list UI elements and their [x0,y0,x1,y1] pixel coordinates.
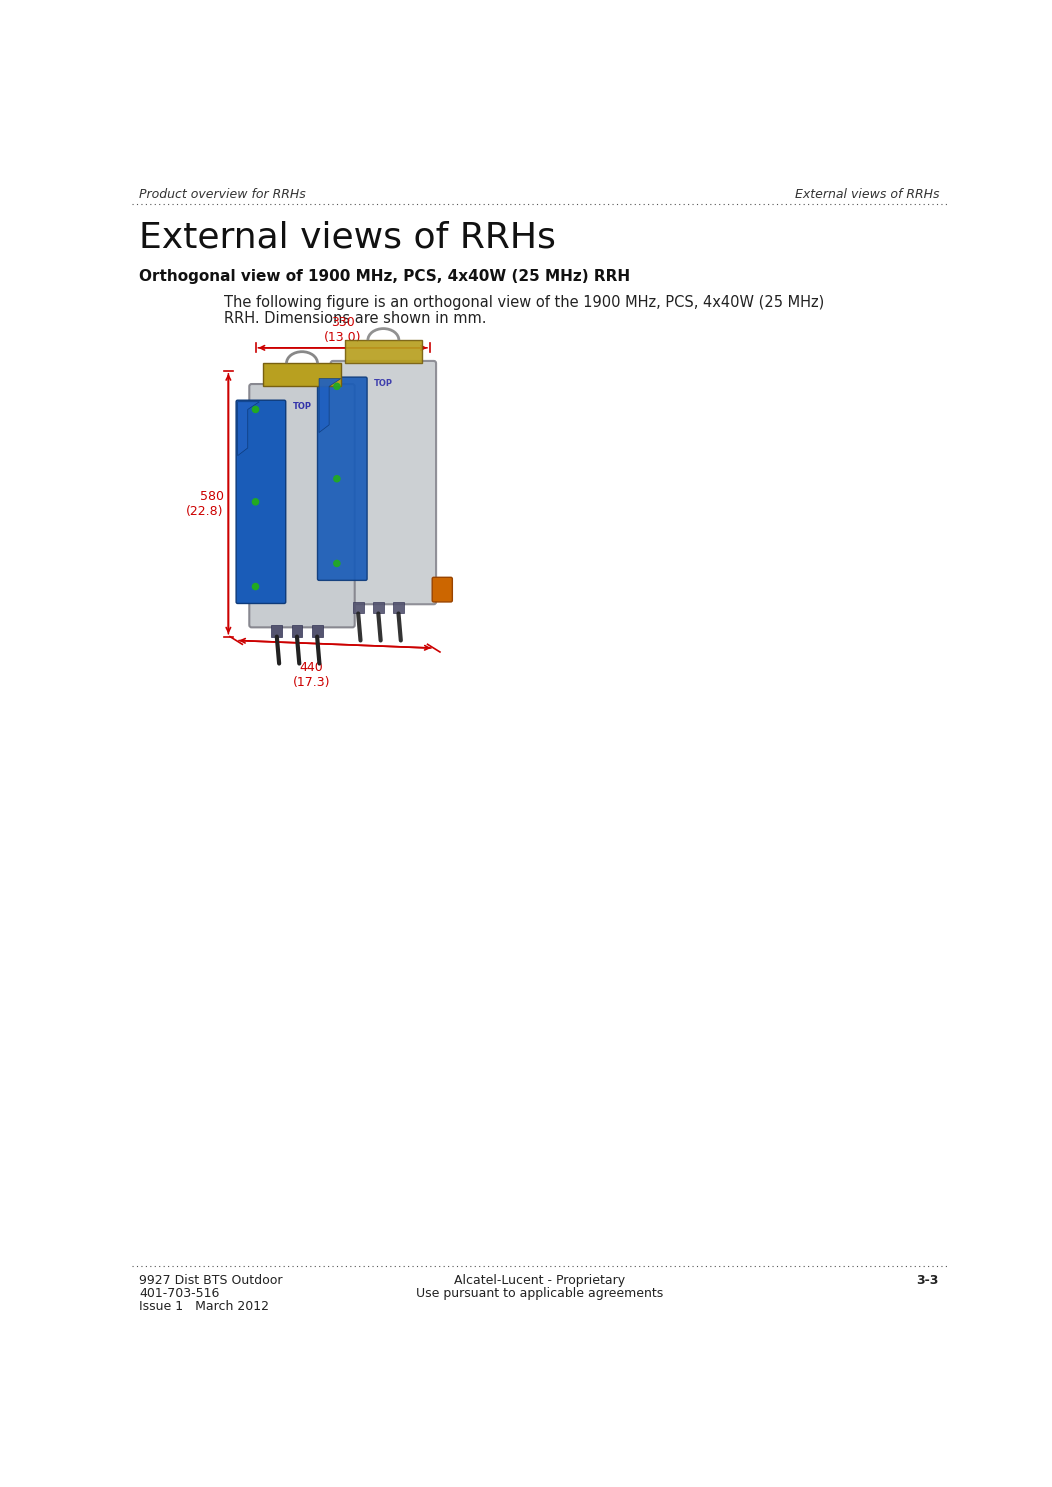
Circle shape [252,498,259,506]
Text: Orthogonal view of 1900 MHz, PCS, 4x40W (25 MHz) RRH: Orthogonal view of 1900 MHz, PCS, 4x40W … [139,269,630,284]
Polygon shape [319,379,341,433]
Text: 401-703-516: 401-703-516 [139,1288,220,1300]
Circle shape [333,476,340,482]
Text: The following figure is an orthogonal view of the 1900 MHz, PCS, 4x40W (25 MHz): The following figure is an orthogonal vi… [224,296,825,311]
Bar [271,625,282,636]
Text: RRH. Dimensions are shown in mm.: RRH. Dimensions are shown in mm. [224,311,487,326]
Circle shape [333,384,340,390]
Text: TOP: TOP [292,401,311,410]
Text: 580
(22.8): 580 (22.8) [186,489,224,517]
Text: External views of RRHs: External views of RRHs [139,220,557,254]
Text: 440
(17.3): 440 (17.3) [292,662,330,690]
Text: Product overview for RRHs: Product overview for RRHs [139,187,306,201]
Text: 330
(13.0): 330 (13.0) [324,317,362,343]
Text: 3-3: 3-3 [916,1274,939,1288]
Bar [352,602,364,614]
Bar [372,602,384,614]
Text: 9927 Dist BTS Outdoor: 9927 Dist BTS Outdoor [139,1274,283,1288]
FancyBboxPatch shape [236,400,286,604]
Text: External views of RRHs: External views of RRHs [794,187,939,201]
Circle shape [252,406,259,412]
FancyBboxPatch shape [318,378,367,580]
Polygon shape [238,401,260,455]
FancyBboxPatch shape [330,361,437,604]
Circle shape [333,561,340,567]
Bar [345,341,422,363]
Bar [263,363,341,387]
Text: TOP: TOP [373,379,392,388]
FancyBboxPatch shape [249,384,355,628]
Bar [291,625,302,636]
FancyBboxPatch shape [432,577,452,602]
Text: Alcatel-Lucent - Proprietary: Alcatel-Lucent - Proprietary [453,1274,625,1288]
Bar [393,602,404,614]
Text: Use pursuant to applicable agreements: Use pursuant to applicable agreements [416,1288,663,1300]
Circle shape [252,583,259,590]
Text: Issue 1   March 2012: Issue 1 March 2012 [139,1300,269,1313]
Bar [311,625,323,636]
